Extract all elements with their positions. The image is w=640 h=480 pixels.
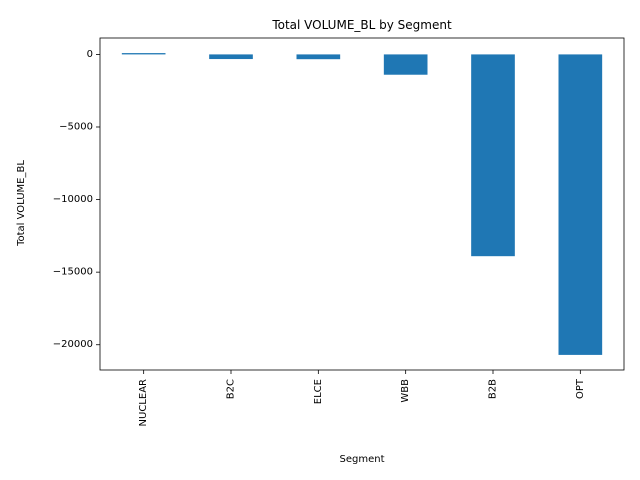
bar-b2b	[471, 54, 515, 257]
bar-wbb	[383, 54, 428, 75]
y-tick-label: −15000	[53, 267, 93, 278]
x-tick-label: WBB	[400, 379, 411, 403]
bar-b2c	[209, 54, 253, 60]
bar-elce	[296, 54, 341, 60]
x-tick-label: B2B	[488, 379, 499, 399]
bar-nuclear	[121, 53, 166, 55]
y-tick-label: 0	[87, 49, 93, 60]
plot-frame	[99, 37, 625, 371]
x-tick-label: OPT	[575, 378, 586, 399]
x-axis-label: Segment	[340, 454, 385, 465]
x-tick-label: ELCE	[313, 379, 324, 404]
y-tick-label: −20000	[53, 339, 93, 350]
y-tick-label: −5000	[59, 121, 93, 132]
y-axis-ticks: 0 −5000 −10000 −15000 −20000	[53, 49, 100, 350]
y-tick-label: −10000	[53, 194, 93, 205]
bar-opt	[558, 54, 603, 355]
chart-title: Total VOLUME_BL by Segment	[271, 18, 452, 32]
x-tick-label: B2C	[226, 379, 237, 399]
bars-group	[121, 53, 603, 355]
x-tick-label: NUCLEAR	[138, 379, 149, 427]
x-axis-ticks: NUCLEAR B2C ELCE WBB B2B OPT	[138, 370, 586, 426]
y-axis-label: Total VOLUME_BL	[16, 160, 27, 247]
